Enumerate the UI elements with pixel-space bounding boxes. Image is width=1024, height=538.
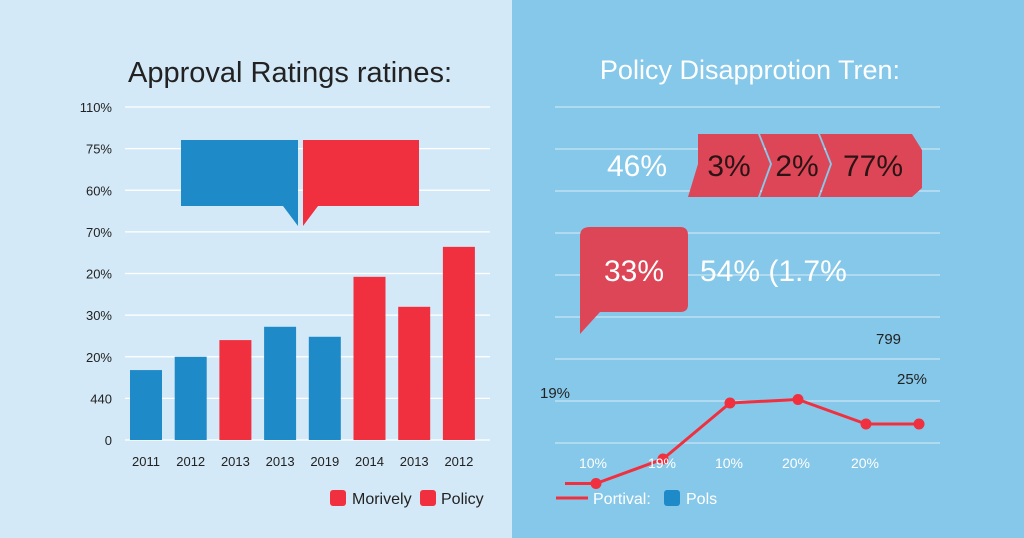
bar <box>442 246 475 440</box>
left-x-tick-label: 2013 <box>400 454 429 469</box>
right-x-axis: 10% 19% 10% 20% 20% <box>579 455 879 471</box>
left-x-axis: 2011 2012 2013 2013 2019 2014 2013 2012 <box>132 454 473 469</box>
line-point <box>913 418 925 430</box>
blue-callout-shape <box>181 140 298 226</box>
legend-label-policy: Policy <box>441 491 484 508</box>
point-label-25: 25% <box>897 371 927 388</box>
left-y-tick-label: 0 <box>105 433 112 448</box>
right-chart-title: Policy Disapprotion Tren: <box>600 55 900 85</box>
bar <box>398 306 431 440</box>
legend-swatch-pols <box>664 490 680 506</box>
left-panel <box>0 0 512 538</box>
line-point <box>724 397 736 409</box>
right-x-tick-label: 10% <box>715 455 743 471</box>
left-y-tick-label: 20% <box>86 350 112 365</box>
legend-label-pols: Pols <box>686 491 717 508</box>
left-x-tick-label: 2013 <box>266 454 295 469</box>
stat-46: 46% <box>607 150 667 183</box>
left-chart-title: Approval Ratings ratines: <box>128 57 452 89</box>
legend-label-portival: Portival: <box>593 491 651 508</box>
left-bars <box>130 246 475 440</box>
left-y-tick-label: 30% <box>86 308 112 323</box>
legend-swatch-policy <box>420 490 436 506</box>
stat-chevron-3 <box>820 134 922 197</box>
line-point <box>590 478 602 489</box>
left-x-tick-label: 2014 <box>355 454 384 469</box>
right-line-series <box>565 394 925 489</box>
point-label-799: 799 <box>876 331 901 348</box>
left-x-tick-label: 2019 <box>310 454 339 469</box>
bar <box>264 326 297 440</box>
stat-2: 2% <box>775 150 818 183</box>
bar <box>353 276 386 440</box>
left-x-tick-label: 2012 <box>176 454 205 469</box>
bar <box>219 340 252 440</box>
legend-swatch-morively <box>330 490 346 506</box>
left-y-axis: 110% 75% 60% 70% 20% 30% 20% 440 0 <box>80 100 113 448</box>
stat-33: 33% <box>604 255 664 288</box>
stat-callout-33 <box>580 227 688 334</box>
line-point <box>792 394 804 405</box>
line-point <box>657 453 669 465</box>
left-y-tick-label: 440 <box>90 391 112 406</box>
left-y-tick-label: 110% <box>80 100 113 115</box>
bar <box>174 356 207 440</box>
bar <box>308 336 341 440</box>
right-x-tick-label: 19% <box>648 455 676 471</box>
bar <box>130 370 162 440</box>
red-callout-shape <box>303 140 419 226</box>
stat-3: 3% <box>707 150 750 183</box>
left-x-tick-label: 2012 <box>444 454 473 469</box>
point-label-19: 19% <box>540 385 570 402</box>
stat-chevron-1 <box>688 134 770 197</box>
left-x-tick-label: 2013 <box>221 454 250 469</box>
left-y-tick-label: 60% <box>86 183 112 198</box>
left-y-tick-label: 20% <box>86 267 112 282</box>
left-y-tick-label: 75% <box>86 142 112 157</box>
stat-77: 77% <box>843 150 903 183</box>
left-x-tick-label: 2011 <box>132 454 160 469</box>
right-x-tick-label: 20% <box>851 455 879 471</box>
left-y-tick-label: 70% <box>86 225 112 240</box>
stat-chevron-2 <box>760 134 830 197</box>
line-point <box>860 418 872 430</box>
right-x-tick-label: 20% <box>782 455 810 471</box>
legend-label-morively: Morively <box>352 491 412 508</box>
stat-54: 54% (1.7% <box>700 255 847 288</box>
right-x-tick-label: 10% <box>579 455 607 471</box>
